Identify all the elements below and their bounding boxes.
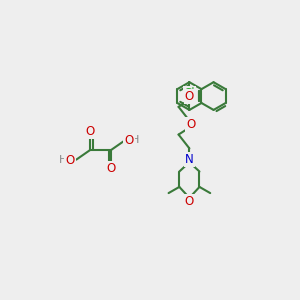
Text: O: O [85, 125, 95, 138]
Text: O: O [124, 134, 134, 147]
Text: Cl: Cl [184, 87, 195, 100]
Text: N: N [185, 153, 194, 166]
Text: H: H [59, 155, 67, 165]
Text: O: O [106, 162, 116, 175]
Text: O: O [65, 154, 75, 167]
Text: O: O [186, 118, 196, 131]
Text: O: O [185, 90, 194, 103]
Text: H: H [131, 135, 139, 145]
Text: O: O [185, 195, 194, 208]
